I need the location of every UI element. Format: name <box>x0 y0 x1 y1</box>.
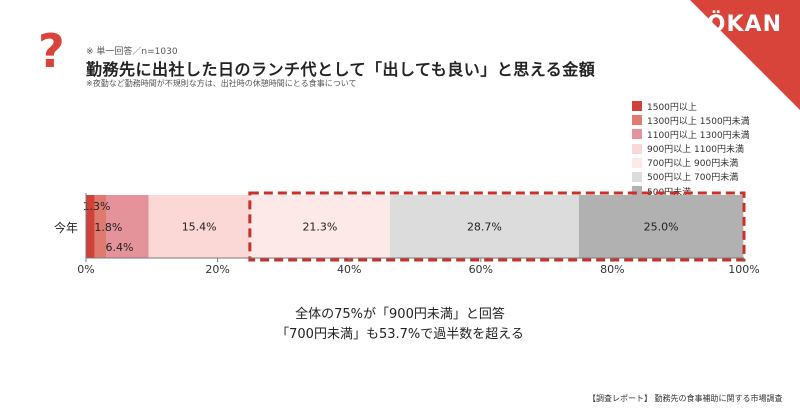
legend-swatch <box>632 171 642 182</box>
legend-label: 500円未満 <box>647 187 692 198</box>
legend-swatch <box>632 143 642 154</box>
legend-item: 1300円以上 1500円未満 <box>632 114 782 127</box>
legend-item: 1100円以上 1300円未満 <box>632 128 782 141</box>
legend-item: 500円未満 <box>632 185 782 198</box>
page-title: 勤務先に出社した日のランチ代として「出しても良い」と思える金額 <box>86 60 596 79</box>
legend-label: 1500円以上 <box>647 102 697 113</box>
report-footer: 【調査レポート】 勤務先の食事補助に関する市場調査 <box>588 394 783 403</box>
legend-swatch <box>632 115 642 126</box>
data-label: 25.0% <box>644 221 679 234</box>
x-tick-label: 80% <box>600 263 624 276</box>
bar-segment <box>94 195 107 258</box>
annotation-line-2: 「700円未満」も53.7%で過半数を超える <box>276 327 524 342</box>
annotation-line-1: 全体の75%が「900円未満」と回答 <box>295 307 505 322</box>
bar-segment <box>86 195 95 258</box>
bar-segment <box>578 195 744 258</box>
bar-segment <box>148 195 250 258</box>
legend-swatch <box>632 129 642 140</box>
data-label: 1.8% <box>94 221 122 234</box>
data-label: 15.4% <box>182 221 217 234</box>
survey-note: ※ 単一回答／n=1030 <box>86 47 178 57</box>
brand-logo: ÖKAN <box>706 12 782 37</box>
legend-label: 1300円以上 1500円未満 <box>647 116 750 127</box>
question-mark-icon: ? <box>38 24 65 78</box>
x-tick-label: 60% <box>469 263 493 276</box>
legend-swatch <box>632 157 642 168</box>
brand-corner <box>690 0 800 110</box>
x-tick-label: 20% <box>205 263 229 276</box>
data-label: 6.4% <box>105 241 133 254</box>
data-label: 21.3% <box>302 221 337 234</box>
survey-footnote: ※夜勤など勤務時間が不規則な方は、出社時の休憩時間にとる食事について <box>86 79 357 88</box>
x-tick-label: 40% <box>337 263 361 276</box>
legend-label: 500円以上 700円未満 <box>647 173 739 184</box>
x-tick-label: 0% <box>77 263 94 276</box>
legend-item: 900円以上 1100円未満 <box>632 143 782 155</box>
legend-item: 700円以上 900円未満 <box>632 157 782 169</box>
bar-segment <box>106 195 149 258</box>
legend-label: 900円以上 1100円未満 <box>647 145 744 156</box>
bar-segment <box>249 195 390 258</box>
data-label: 28.7% <box>467 221 502 234</box>
bar-segment <box>389 195 579 258</box>
chart-legend: 1500円以上 1300円以上 1500円未満 1100円以上 1300円未満 900… <box>632 100 782 199</box>
legend-swatch <box>632 186 642 197</box>
legend-item: 500円以上 700円未満 <box>632 171 782 183</box>
legend-item: 1500円以上 <box>632 100 782 113</box>
legend-label: 1100円以上 1300円未満 <box>647 130 750 141</box>
data-label: 1.3% <box>83 200 111 213</box>
legend-swatch <box>632 101 642 111</box>
category-label: 今年 <box>54 221 79 235</box>
x-tick-label: 100% <box>728 263 759 276</box>
legend-label: 700円以上 900円未満 <box>647 159 739 170</box>
